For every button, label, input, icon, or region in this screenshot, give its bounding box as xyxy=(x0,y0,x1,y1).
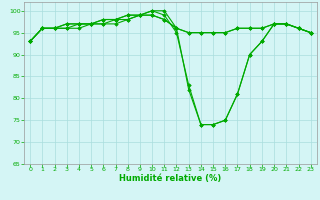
X-axis label: Humidité relative (%): Humidité relative (%) xyxy=(119,174,221,183)
